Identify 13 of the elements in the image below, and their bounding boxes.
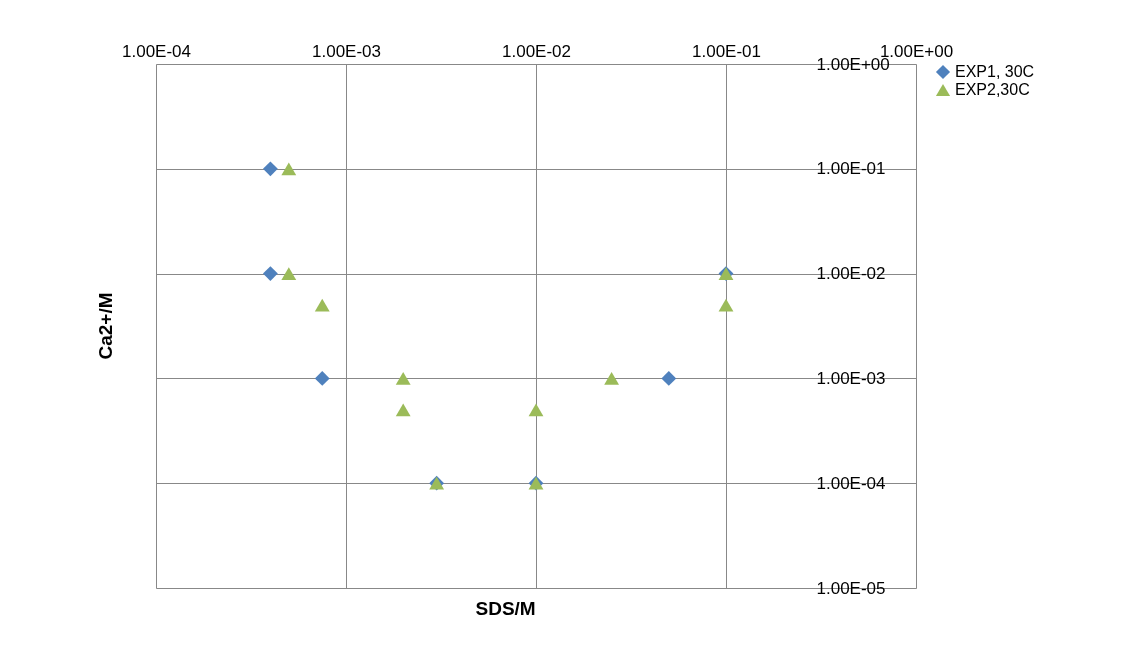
legend-label: EXP2,30C <box>955 81 1030 98</box>
x-tick-label: 1.00E-02 <box>502 41 571 61</box>
x-tick-label: 1.00E-01 <box>692 41 761 61</box>
legend-label: EXP1, 30C <box>955 63 1035 80</box>
x-tick-label: 1.00E-04 <box>122 41 191 61</box>
y-axis-title: Ca2+/M <box>95 292 116 360</box>
y-tick-label: 1.00E-05 <box>816 578 886 598</box>
x-tick-label: 1.00E-03 <box>312 41 381 61</box>
y-tick-label: 1.00E-03 <box>816 368 886 388</box>
x-axis-title: SDS/M <box>475 598 536 619</box>
y-tick-label: 1.00E-01 <box>816 159 886 179</box>
y-tick-label: 1.00E-04 <box>816 473 886 493</box>
y-tick-label: 1.00E-02 <box>816 264 886 284</box>
